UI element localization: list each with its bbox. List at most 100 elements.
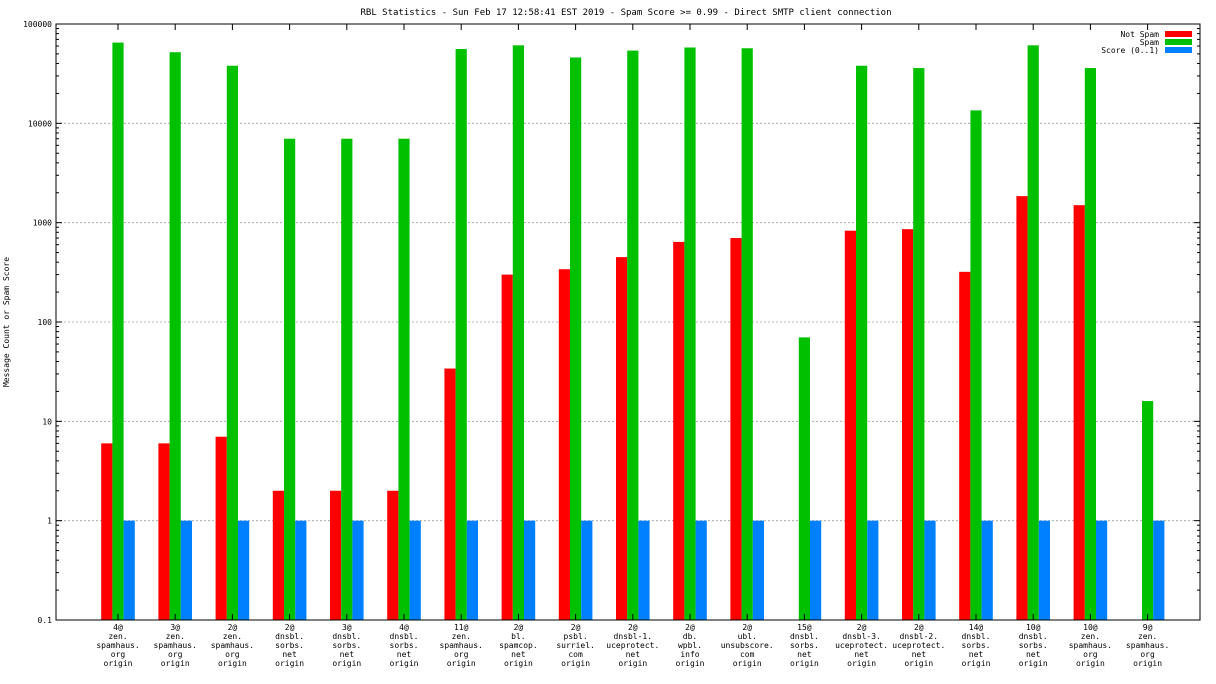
x-category-label-line: db.	[683, 632, 697, 641]
x-category-label-line: com	[568, 650, 583, 659]
x-category-label-line: origin	[962, 659, 991, 668]
x-category-label-line: sorbs.	[962, 641, 991, 650]
bar-spam	[1142, 401, 1154, 620]
bar-not-spam	[330, 490, 342, 620]
bar-spam	[856, 65, 868, 620]
bars-layer	[101, 42, 1165, 621]
bar-spam	[627, 50, 639, 621]
x-category-label-line: zen.	[166, 632, 185, 641]
x-category-label-line: net	[1026, 650, 1041, 659]
x-category-label-line: sorbs.	[1019, 641, 1048, 650]
x-category-label-line: 2@	[628, 623, 638, 632]
bar-score-0-1	[924, 520, 936, 620]
bar-spam	[398, 138, 410, 620]
y-tick-label: 100000	[23, 20, 52, 29]
x-category-label-line: 2@	[228, 623, 238, 632]
x-category-label-line: com	[740, 650, 755, 659]
x-category-label-line: 14@	[969, 623, 984, 632]
x-category-label-line: 2@	[685, 623, 695, 632]
x-category-label-line: spamhaus.	[154, 641, 197, 650]
x-category-label-line: org	[168, 650, 183, 659]
x-category-label-line: org	[1140, 650, 1155, 659]
x-category-label-line: net	[282, 650, 297, 659]
x-category-label-line: uceprotect.	[892, 641, 945, 650]
x-category-label-line: 2@	[285, 623, 295, 632]
x-category-label-line: origin	[275, 659, 304, 668]
bar-not-spam	[215, 436, 227, 620]
bar-spam	[341, 138, 353, 620]
legend-label: Not Spam	[1120, 30, 1159, 39]
x-category-label-line: ubl.	[738, 632, 757, 641]
bar-not-spam	[616, 257, 628, 620]
x-category-label-line: origin	[676, 659, 705, 668]
x-category-label-line: 2@	[742, 623, 752, 632]
bar-spam	[684, 47, 696, 620]
x-category-label-line: origin	[847, 659, 876, 668]
bar-spam	[570, 57, 582, 620]
y-tick-label: 10000	[28, 119, 52, 128]
bar-score-0-1	[695, 520, 707, 620]
x-category-label-line: origin	[504, 659, 533, 668]
chart-title: RBL Statistics - Sun Feb 17 12:58:41 EST…	[360, 8, 891, 18]
x-category-label-line: dnsbl.	[1019, 632, 1048, 641]
x-category-label-line: net	[854, 650, 869, 659]
y-tick-label: 1000	[33, 219, 52, 228]
x-category-label-line: 2@	[914, 623, 924, 632]
x-category-label-line: origin	[790, 659, 819, 668]
x-category-label-line: origin	[1019, 659, 1048, 668]
x-category-label-line: dnsbl.	[275, 632, 304, 641]
bar-not-spam	[673, 241, 685, 621]
x-category-label-line: net	[969, 650, 984, 659]
x-category-label-line: dnsbl.	[332, 632, 361, 641]
bar-spam	[112, 42, 124, 621]
plot-frame	[55, 23, 1201, 621]
bar-not-spam	[844, 230, 856, 621]
bar-not-spam	[444, 368, 456, 620]
x-category-label-line: sorbs.	[390, 641, 419, 650]
x-category-label-line: net	[797, 650, 812, 659]
x-category-label-line: sorbs.	[275, 641, 304, 650]
bar-spam	[1027, 45, 1039, 620]
legend-swatch	[1165, 39, 1192, 45]
x-category-label-line: spamhaus.	[1069, 641, 1112, 650]
bar-score-0-1	[352, 520, 364, 620]
x-category-label-line: 2@	[571, 623, 581, 632]
y-ticks: 0.1 1 10 100 1000 10000 100000	[23, 20, 1200, 625]
bar-score-0-1	[1153, 520, 1165, 620]
x-category-label-line: uceprotect.	[835, 641, 888, 650]
bar-spam	[512, 45, 524, 620]
x-category-label-line: spamhaus.	[211, 641, 254, 650]
x-category-label-line: origin	[733, 659, 762, 668]
x-category-label-line: origin	[447, 659, 476, 668]
x-category-label-line: spamhaus.	[440, 641, 483, 650]
bar-score-0-1	[123, 520, 135, 620]
x-category-label-line: 10@	[1083, 623, 1098, 632]
legend-swatch	[1165, 47, 1192, 53]
bar-score-0-1	[238, 520, 250, 620]
x-category-label-line: net	[340, 650, 355, 659]
bar-spam	[284, 138, 296, 620]
x-category-label-line: psbl.	[564, 632, 588, 641]
x-category-label-line: dnsbl.	[790, 632, 819, 641]
x-category-label-line: zen.	[452, 632, 471, 641]
x-category-labels: 4@zen.spamhaus.orgorigin3@zen.spamhaus.o…	[96, 623, 1169, 668]
bar-score-0-1	[1096, 520, 1108, 620]
y-tick-label: 1	[47, 517, 52, 526]
y-tick-label: 100	[38, 318, 53, 327]
x-category-label-line: uceprotect.	[606, 641, 659, 650]
x-category-label-line: zen.	[1081, 632, 1100, 641]
x-category-label-line: net	[912, 650, 927, 659]
bar-score-0-1	[524, 520, 536, 620]
bar-not-spam	[558, 269, 570, 620]
